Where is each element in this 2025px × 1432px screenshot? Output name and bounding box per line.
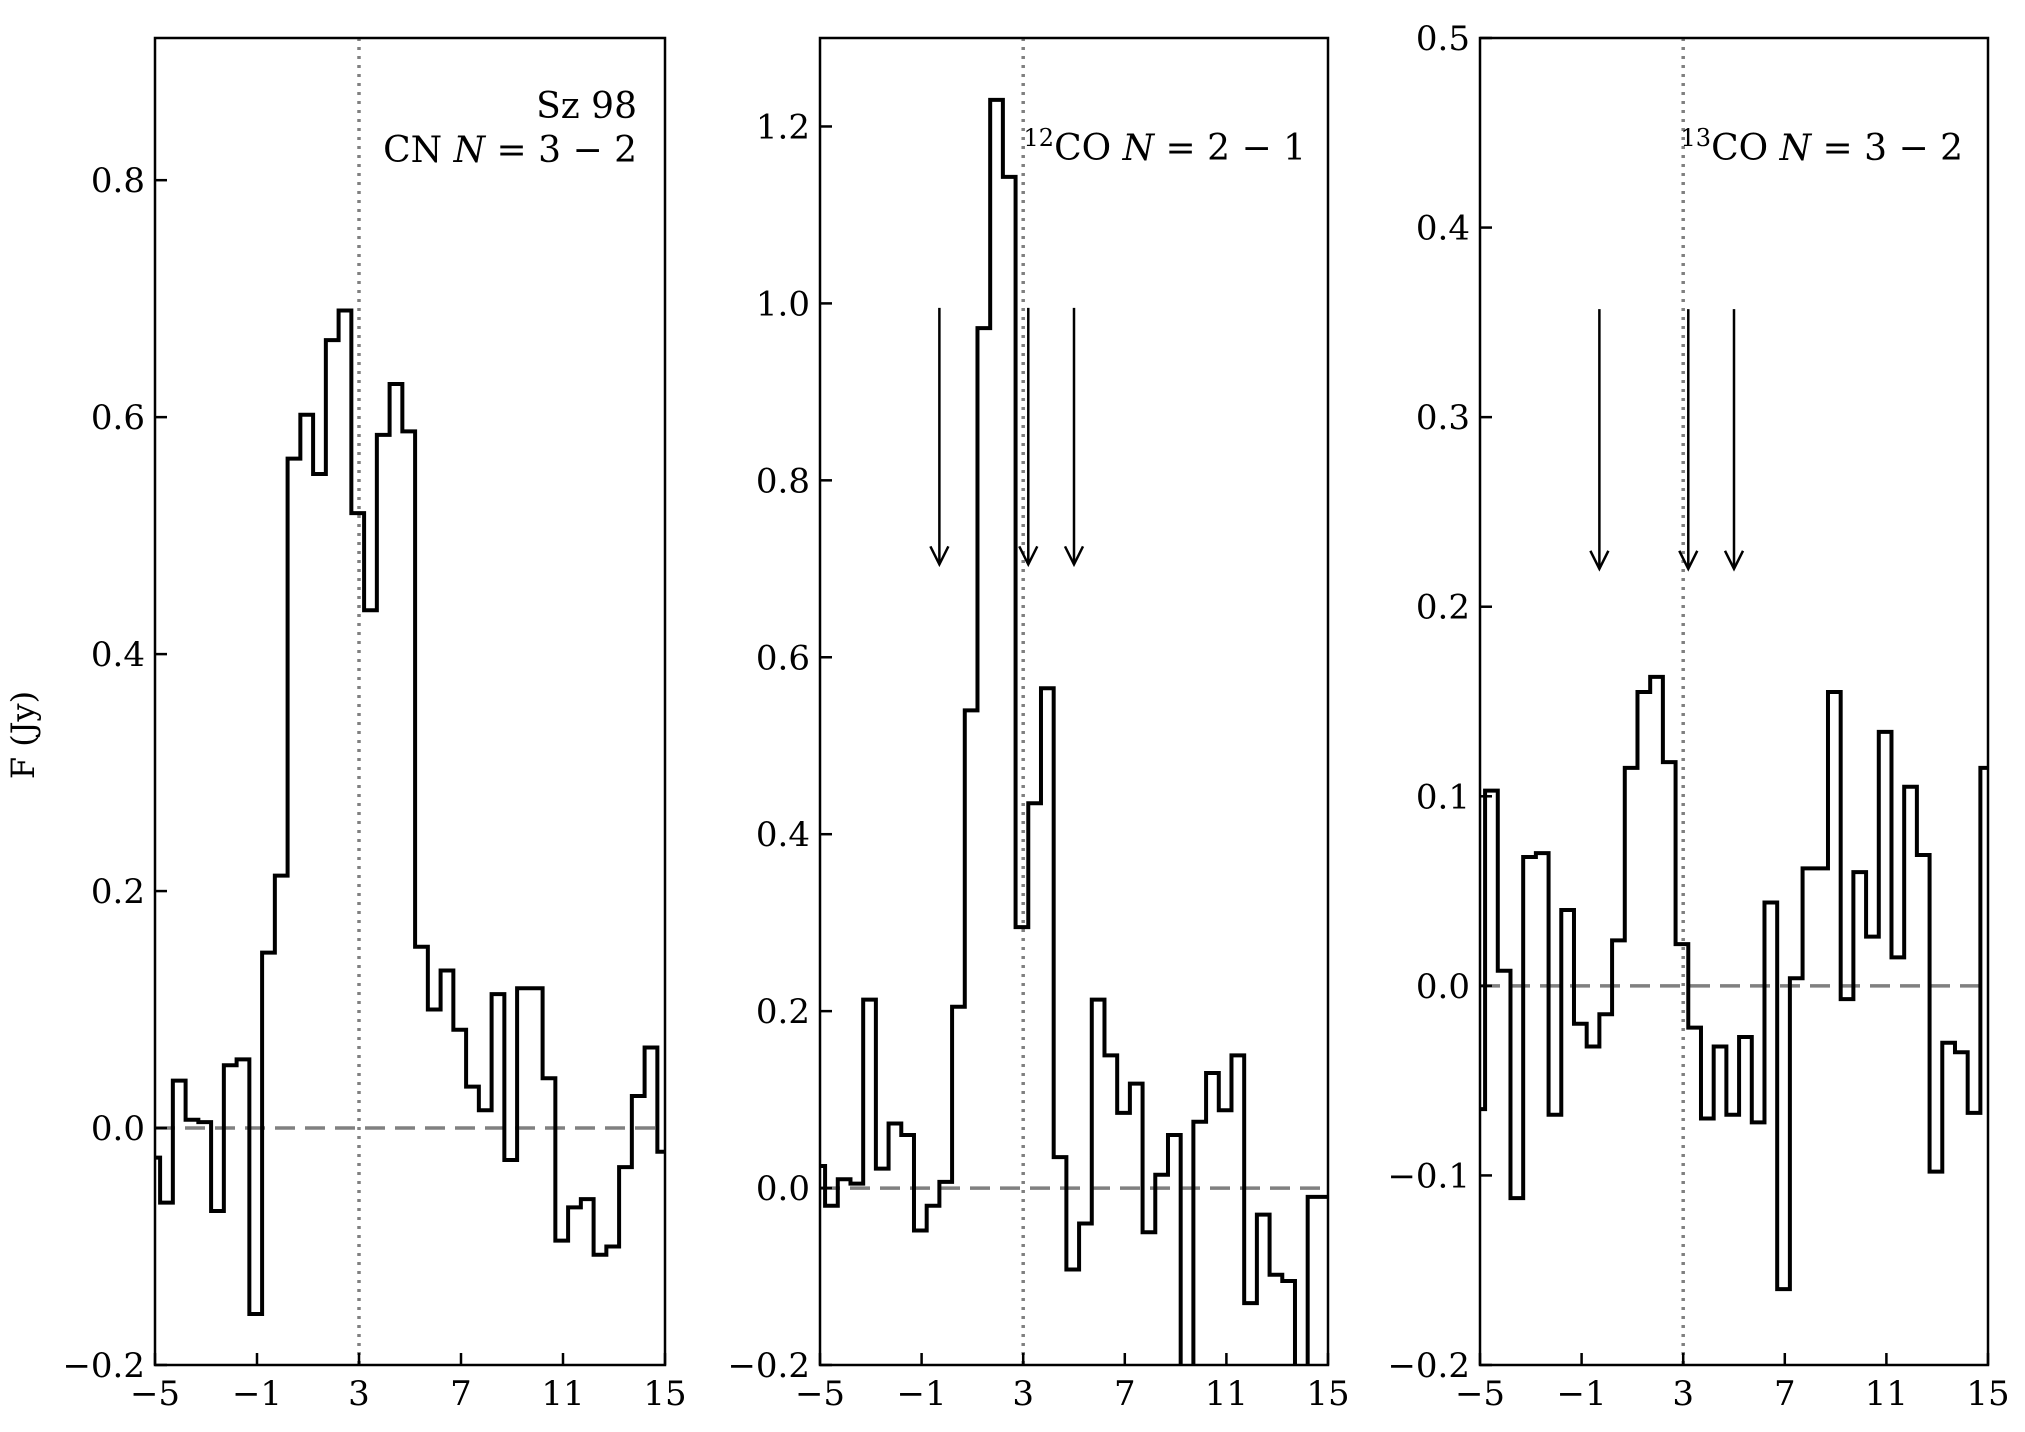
plot-area (820, 38, 1328, 1365)
x-tick-label: 7 (1774, 1374, 1796, 1414)
x-tick-label: 3 (1672, 1374, 1694, 1414)
component-arrow (1678, 309, 1699, 572)
y-tick-label: 0.8 (91, 161, 145, 201)
x-tick-label: 3 (1012, 1374, 1034, 1414)
x-tick-label: −1 (897, 1374, 947, 1414)
x-tick-label: 11 (1865, 1374, 1908, 1414)
component-arrow (1589, 309, 1610, 572)
panel-13co: −0.2 −0.1 0.0 0.1 0.2 0.3 0.4 0.5 −5 −1 3 7 11 15 13CO… (1387, 19, 2009, 1414)
y-tick-label: 0.0 (756, 1169, 810, 1209)
y-tick-label: 0.6 (756, 638, 810, 678)
panel-annotation: 12CO N = 2 − 1 (1024, 124, 1306, 169)
panel-annotation: 13CO N = 3 − 2 (1681, 124, 1963, 169)
axes-frame (1478, 36, 1990, 1367)
panel-12co: −0.2 0.0 0.2 0.4 0.6 0.8 1.0 1.2 −5 −1 3 7 11 15 12CO … (727, 36, 1350, 1414)
x-tick-label: 3 (348, 1374, 370, 1414)
y-tick-label: 0.2 (756, 992, 810, 1032)
spectrum-series (155, 308, 665, 1317)
panel-annotation: CN N = 3 − 2 (383, 130, 637, 171)
y-tick-label: 0.2 (91, 872, 145, 912)
x-tick-label: 11 (1205, 1374, 1248, 1414)
y-tick-label: 0.8 (756, 461, 810, 501)
spectrum-series (820, 97, 1328, 1365)
panel-annotation: Sz 98 (536, 86, 637, 127)
x-tick-label: 15 (643, 1374, 686, 1414)
y-tick-label: 0.5 (1416, 19, 1470, 59)
x-tick-label: −5 (130, 1374, 180, 1414)
component-arrow (929, 307, 950, 568)
y-tick-label: 0.3 (1416, 398, 1470, 438)
component-arrow (1018, 307, 1039, 568)
y-tick-label: 0.4 (1416, 209, 1470, 249)
plot-area (155, 38, 665, 1365)
y-axis-label: F (Jy) (4, 691, 42, 779)
y-tick-label: 0.0 (91, 1109, 145, 1149)
y-tick-label: 0.0 (1416, 967, 1470, 1007)
x-tick-label: 15 (1966, 1374, 2009, 1414)
x-tick-label: 7 (450, 1374, 472, 1414)
y-tick-label: 1.2 (756, 107, 810, 147)
x-tick-label: −1 (232, 1374, 282, 1414)
y-tick-label: 0.4 (756, 815, 810, 855)
x-tick-label: 11 (541, 1374, 584, 1414)
plot-area (1480, 38, 1988, 1365)
y-tick-label: 1.0 (756, 284, 810, 324)
y-tick-label: 0.1 (1416, 777, 1470, 817)
y-tick-label: 0.6 (91, 398, 145, 438)
component-arrow (1723, 309, 1745, 572)
y-tick-label: −0.2 (62, 1346, 145, 1386)
x-tick-label: −1 (1557, 1374, 1607, 1414)
y-tick-label: 0.4 (91, 635, 145, 675)
y-tick-label: 0.2 (1416, 588, 1470, 628)
x-tick-label: 15 (1306, 1374, 1349, 1414)
y-tick-label: −0.1 (1387, 1156, 1470, 1196)
spectrum-series (1480, 674, 1988, 1292)
axes-frame (153, 36, 667, 1367)
axes-frame (818, 36, 1330, 1367)
x-tick-label: −5 (1455, 1374, 1505, 1414)
component-arrow (1063, 307, 1085, 568)
y-tick-label: −0.2 (1387, 1346, 1470, 1386)
x-tick-label: 7 (1114, 1374, 1136, 1414)
x-tick-label: −5 (795, 1374, 845, 1414)
y-tick-label: −0.2 (727, 1346, 810, 1386)
